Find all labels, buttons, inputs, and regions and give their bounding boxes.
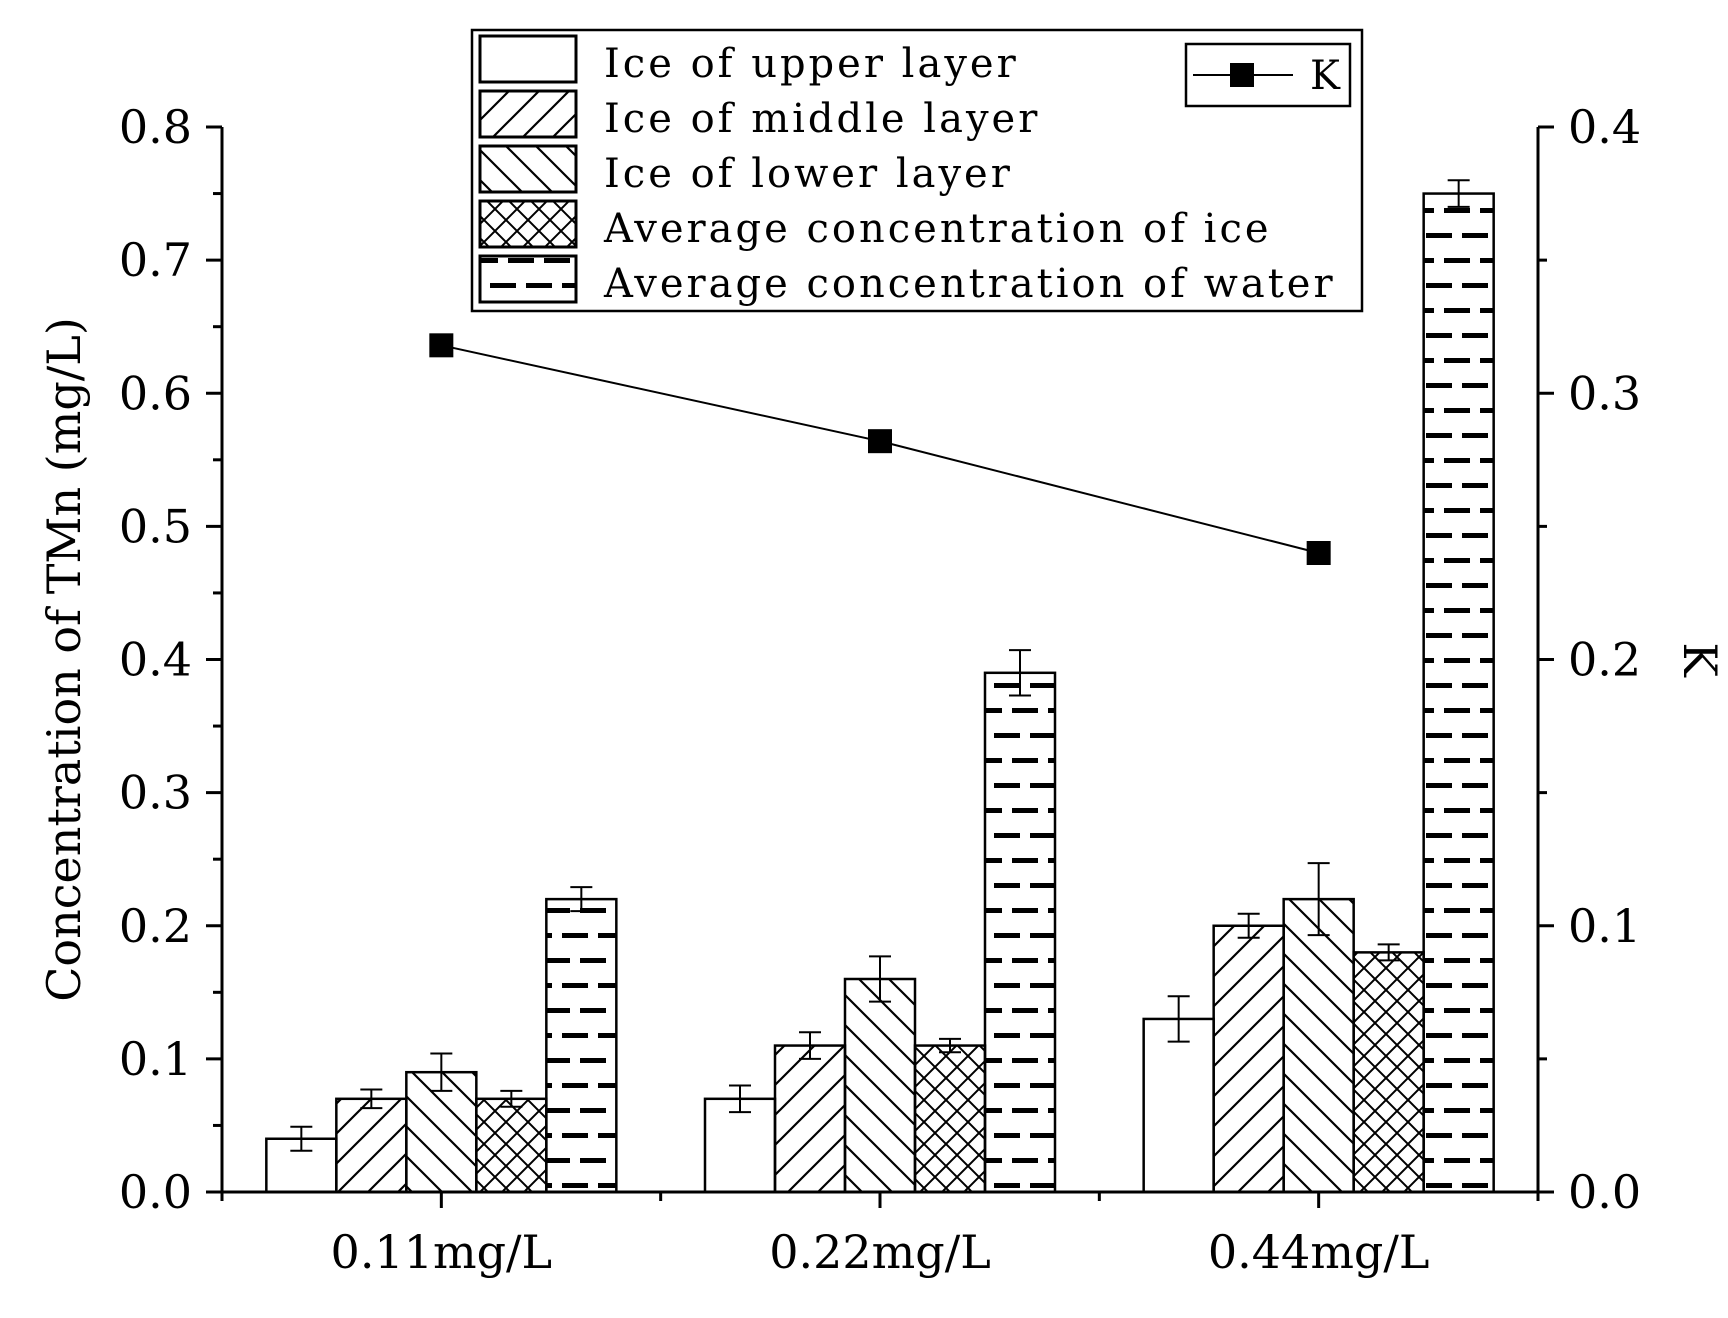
y-tick-label: 0.1 [119,1032,192,1086]
y-axis-title: Concentration of TMn (mg/L) [37,317,91,1002]
legend-item-ice-average: Average concentration of ice [478,199,1272,252]
x-tick-label: 0.22mg/L [769,1225,991,1279]
bar [1422,192,1495,1194]
y-tick-label: 0.6 [119,366,192,420]
bar [545,897,618,1194]
y-tick-label: 0.2 [119,899,192,953]
y2-tick-label: 0.4 [1568,100,1641,154]
x-tick-label: 0.11mg/L [331,1225,553,1279]
legend-item-middle: Ice of middle layer [478,89,1040,142]
k-point [1306,541,1331,565]
bar [773,1044,847,1194]
bar [1212,924,1285,1194]
bar [913,1044,987,1194]
y2-axis-title: K [1673,642,1727,678]
bar [983,671,1057,1194]
legend-label: Average concentration of ice [603,206,1272,252]
bar [1142,1017,1215,1194]
legend-swatch-forward-diagonal [478,89,578,139]
bar [703,1097,777,1194]
k-line-layer [429,333,1331,565]
k-point [868,429,892,454]
bar [335,1097,408,1194]
bar [1282,897,1355,1194]
y2-tick-label: 0.0 [1568,1165,1641,1219]
axes-layer: 0.0 0.1 0.2 0.3 0.4 0.5 0.6 0.7 0.8 0.0 0.1 0.2 0.3 0… [37,100,1727,1279]
y-tick-label: 0.5 [119,499,192,553]
y-tick-label: 0.7 [119,233,192,287]
legend-swatch-empty [478,34,578,84]
y-tick-label: 0.0 [119,1165,192,1219]
y-tick-label: 0.4 [119,633,192,687]
y-tick-label: 0.3 [119,766,192,820]
legend-label: Ice of upper layer [604,41,1019,87]
legend-item-upper: Ice of upper layer [478,34,1019,87]
x-tick-label: 0.44mg/L [1208,1225,1430,1279]
bar [475,1097,548,1194]
legend-swatch-back-diagonal [478,144,578,194]
legend-k-marker [1230,63,1254,87]
legend-label: Ice of lower layer [604,151,1013,197]
legend-label: Ice of middle layer [604,96,1040,142]
bar [843,977,917,1194]
legend-label: Average concentration of water [603,261,1336,307]
k-point [429,333,454,358]
y2-tick-label: 0.3 [1568,366,1641,420]
y-tick-label: 0.8 [119,100,192,154]
legend-item-lower: Ice of lower layer [478,144,1013,197]
bars-layer [265,192,1495,1194]
y2-tick-label: 0.2 [1568,633,1641,687]
legend-k-label: K [1310,53,1343,99]
legend-k: K [1184,42,1352,108]
y2-tick-label: 0.1 [1568,899,1641,953]
bar [1352,951,1425,1194]
error-bars-layer [290,179,1470,1152]
legend-swatch-crosshatch [478,199,578,249]
legend-swatch-dashes [478,254,578,304]
legend-item-water-average: Average concentration of water [478,254,1336,307]
